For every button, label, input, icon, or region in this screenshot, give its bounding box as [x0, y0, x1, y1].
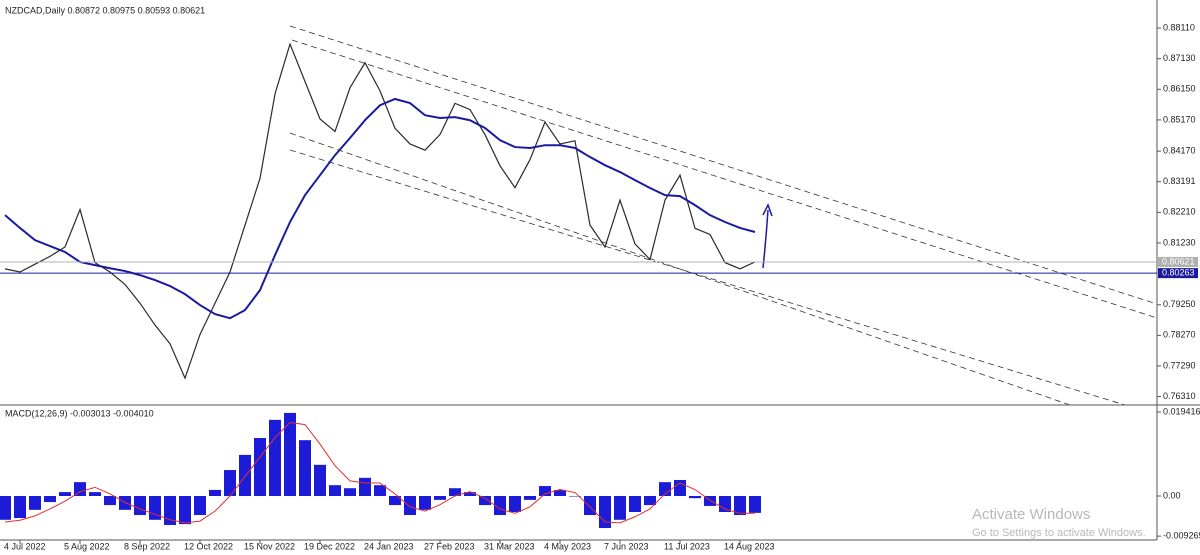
- histogram-bar: [554, 489, 566, 496]
- watermark-subtitle: Go to Settings to activate Windows.: [972, 527, 1146, 539]
- histogram-bar: [509, 495, 521, 513]
- y-tick-label: 0.87130: [1163, 53, 1196, 63]
- histogram-bar: [659, 482, 671, 496]
- histogram-bar: [329, 485, 341, 496]
- histogram-bar: [404, 495, 416, 516]
- histogram-bar: [644, 495, 656, 506]
- histogram-bar: [59, 492, 71, 496]
- x-tick-label: 27 Feb 2023: [424, 541, 475, 551]
- x-tick-label: 8 Sep 2022: [124, 541, 170, 551]
- histogram-bar: [89, 492, 101, 496]
- y-tick-label: 0.019416: [1163, 406, 1200, 416]
- y-tick-label: 0.81230: [1163, 237, 1196, 247]
- y-tick-label: 0.76310: [1163, 391, 1196, 401]
- histogram-bar: [314, 464, 326, 496]
- price-label: 0.80621: [1162, 256, 1195, 266]
- x-tick-label: 31 Mar 2023: [484, 541, 535, 551]
- histogram-bar: [44, 495, 56, 503]
- histogram-bar: [209, 489, 221, 496]
- y-tick-label: -0.009269: [1163, 530, 1200, 540]
- price-label: 0.80263: [1162, 268, 1195, 278]
- macd-title: MACD(12,26,9) -0.003013 -0.004010: [5, 408, 154, 418]
- histogram-bar: [254, 438, 266, 496]
- histogram-bar: [629, 495, 641, 513]
- histogram-bar: [74, 482, 86, 496]
- histogram-bar: [704, 495, 716, 506]
- y-tick-label: 0.83191: [1163, 176, 1196, 186]
- histogram-bar: [104, 495, 116, 506]
- histogram-bar: [359, 477, 371, 496]
- histogram-bar: [374, 485, 386, 496]
- histogram-bar: [419, 495, 431, 510]
- histogram-bar: [599, 495, 611, 529]
- price-label-bg: [1158, 256, 1198, 267]
- histogram-bar: [479, 495, 491, 506]
- y-tick-label: 0.77290: [1163, 360, 1196, 370]
- y-tick-label: 0.78270: [1163, 330, 1196, 340]
- x-tick-label: 7 Jun 2023: [604, 541, 649, 551]
- x-tick-label: 24 Jan 2023: [364, 541, 414, 551]
- series-line: [4, 421, 755, 524]
- y-tick-label: 0.82210: [1163, 207, 1196, 217]
- y-tick-label: 0.85170: [1163, 114, 1196, 124]
- histogram-bar: [719, 495, 731, 513]
- x-tick-label: 4 May 2023: [544, 541, 591, 551]
- arrow: [762, 209, 769, 269]
- histogram-bar: [269, 419, 281, 496]
- histogram-bar: [0, 495, 11, 520]
- histogram-bar: [749, 495, 761, 513]
- histogram-bar: [389, 495, 401, 506]
- histogram-bar: [524, 495, 536, 500]
- y-tick-label: 0.79250: [1163, 299, 1196, 309]
- series-line: [4, 97, 756, 320]
- histogram-bar: [149, 495, 161, 520]
- x-tick-label: 11 Jul 2023: [664, 541, 710, 551]
- arrow-head: [762, 203, 773, 217]
- histogram-bar: [194, 495, 206, 516]
- channel-lines: [289, 25, 1158, 406]
- histogram-bar: [734, 495, 746, 516]
- histogram-bar: [614, 495, 626, 520]
- chart-title: NZDCAD,Daily 0.80872 0.80975 0.80593 0.8…: [5, 5, 205, 15]
- watermark-title: Activate Windows: [972, 506, 1090, 523]
- histogram-bar: [539, 486, 551, 496]
- histogram-bar: [449, 488, 461, 496]
- y-tick-label: 0.86150: [1163, 84, 1196, 94]
- histogram-bar: [689, 495, 701, 499]
- histogram-bar: [284, 412, 296, 496]
- histogram-bar: [134, 495, 146, 516]
- histogram-bar: [344, 488, 356, 496]
- histogram-bar: [224, 470, 236, 496]
- histogram-bar: [14, 495, 26, 519]
- x-tick-label: 12 Oct 2022: [184, 541, 233, 551]
- histogram-bar: [584, 495, 596, 516]
- histogram-bar: [674, 479, 686, 496]
- x-tick-label: 5 Aug 2022: [64, 541, 110, 551]
- y-tick-label: 0.88110: [1163, 22, 1195, 32]
- x-tick-label: 4 Jul 2022: [4, 541, 46, 551]
- x-tick-label: 14 Aug 2023: [724, 541, 775, 551]
- histogram-bar: [434, 495, 446, 500]
- histogram-bar: [239, 454, 251, 496]
- histogram-bar: [29, 495, 41, 510]
- x-tick-label: 19 Dec 2022: [304, 541, 355, 551]
- histogram-bar: [299, 440, 311, 496]
- price-label-bg: [1158, 268, 1198, 279]
- x-tick-label: 15 Nov 2022: [244, 541, 295, 551]
- series-line: [4, 42, 756, 380]
- y-tick-label: 0.00: [1163, 490, 1181, 500]
- histogram-bar: [164, 495, 176, 525]
- y-tick-label: 0.84170: [1163, 146, 1196, 156]
- histogram-bar: [569, 495, 581, 497]
- histogram-bar: [464, 492, 476, 496]
- histogram-bar: [179, 495, 191, 525]
